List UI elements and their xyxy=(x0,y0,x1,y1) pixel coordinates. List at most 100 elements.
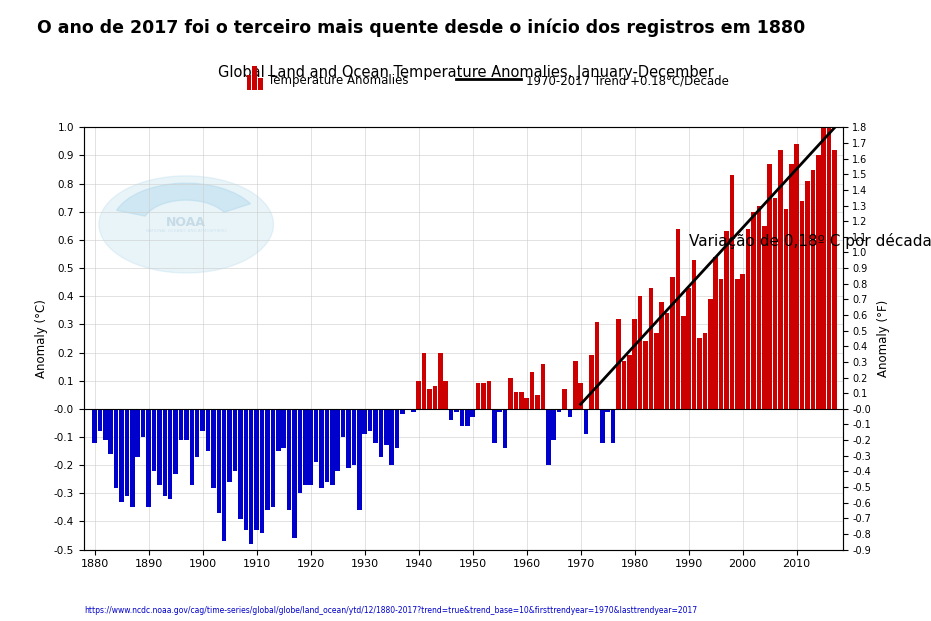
Bar xyxy=(238,409,243,519)
Bar xyxy=(524,397,529,409)
Bar xyxy=(800,201,804,409)
Y-axis label: Anomaly (°C): Anomaly (°C) xyxy=(35,299,48,378)
Bar xyxy=(784,209,789,409)
Bar xyxy=(568,409,573,417)
Bar xyxy=(411,409,415,412)
Bar xyxy=(535,395,540,409)
Bar xyxy=(249,409,253,544)
Bar xyxy=(449,409,453,420)
Bar xyxy=(794,144,799,409)
Bar xyxy=(141,409,145,437)
Bar xyxy=(692,260,696,409)
Bar xyxy=(832,150,837,409)
Bar xyxy=(600,409,604,443)
Bar xyxy=(173,409,178,474)
Bar xyxy=(805,181,810,409)
Bar xyxy=(244,409,248,530)
Bar xyxy=(222,409,226,541)
Bar xyxy=(152,409,156,471)
Bar xyxy=(773,197,777,409)
Text: https://www.ncdc.noaa.gov/cag/time-series/global/globe/land_ocean/ytd/12/1880-20: https://www.ncdc.noaa.gov/cag/time-serie… xyxy=(84,606,697,615)
Bar xyxy=(400,409,405,414)
Text: Variação de 0,18º C por década: Variação de 0,18º C por década xyxy=(689,232,931,248)
Bar xyxy=(346,409,351,468)
Bar xyxy=(487,381,492,409)
Bar xyxy=(497,409,502,412)
Bar xyxy=(622,361,627,409)
Bar xyxy=(227,409,232,482)
Bar xyxy=(778,150,783,409)
Bar xyxy=(287,409,291,510)
Bar xyxy=(109,409,113,454)
Bar xyxy=(659,302,664,409)
Bar xyxy=(422,353,426,409)
Bar xyxy=(578,384,583,409)
Bar xyxy=(254,409,259,530)
Bar xyxy=(357,409,361,510)
Bar xyxy=(292,409,297,538)
Bar xyxy=(195,409,199,456)
Bar xyxy=(767,164,772,409)
Bar xyxy=(751,212,756,409)
Text: 1970-2017 Trend +0.18°C/Decade: 1970-2017 Trend +0.18°C/Decade xyxy=(526,75,729,87)
Bar xyxy=(190,409,194,485)
Bar xyxy=(670,276,675,409)
Bar xyxy=(427,389,432,409)
Bar xyxy=(352,409,357,465)
Text: NOAA: NOAA xyxy=(167,216,206,229)
Bar xyxy=(719,279,723,409)
Bar xyxy=(573,361,577,409)
Bar xyxy=(438,353,442,409)
Text: O ano de 2017 foi o terceiro mais quente desde o início dos registros em 1880: O ano de 2017 foi o terceiro mais quente… xyxy=(37,19,805,37)
Bar xyxy=(616,319,621,409)
Bar xyxy=(724,232,729,409)
Bar xyxy=(379,409,384,456)
Bar xyxy=(184,409,189,440)
Bar xyxy=(271,409,275,507)
Bar xyxy=(433,386,438,409)
Bar xyxy=(557,409,561,412)
Bar xyxy=(265,409,270,510)
Bar xyxy=(762,226,766,409)
Bar xyxy=(676,229,681,409)
Bar xyxy=(103,409,108,440)
Bar xyxy=(686,288,691,409)
Bar xyxy=(454,409,459,412)
Bar xyxy=(260,409,264,533)
Bar xyxy=(179,409,183,440)
Bar xyxy=(681,316,685,409)
Bar xyxy=(649,288,654,409)
Bar xyxy=(233,409,237,471)
Bar xyxy=(551,409,556,440)
Bar xyxy=(708,299,712,409)
Circle shape xyxy=(99,176,274,273)
Bar xyxy=(303,409,307,485)
Bar xyxy=(168,409,172,499)
Bar xyxy=(514,392,519,409)
Bar xyxy=(638,296,642,409)
Bar xyxy=(373,409,378,443)
Bar xyxy=(125,409,129,496)
Bar xyxy=(530,372,534,409)
Bar xyxy=(330,409,334,485)
Bar xyxy=(589,355,594,409)
Bar xyxy=(163,409,167,496)
Bar xyxy=(136,409,140,456)
Bar xyxy=(811,170,816,409)
Bar xyxy=(789,164,793,409)
Bar xyxy=(713,257,718,409)
Bar xyxy=(740,274,745,409)
Bar xyxy=(298,409,302,493)
Bar xyxy=(584,409,588,434)
Bar xyxy=(308,409,313,485)
Bar xyxy=(211,409,216,487)
Bar xyxy=(276,409,280,451)
Bar xyxy=(703,333,708,409)
Bar xyxy=(757,206,762,409)
Bar xyxy=(481,384,486,409)
Bar xyxy=(746,229,750,409)
Text: Temperature Anomalies: Temperature Anomalies xyxy=(268,75,409,87)
Bar xyxy=(665,313,669,409)
Bar xyxy=(605,409,610,412)
Bar xyxy=(627,355,631,409)
